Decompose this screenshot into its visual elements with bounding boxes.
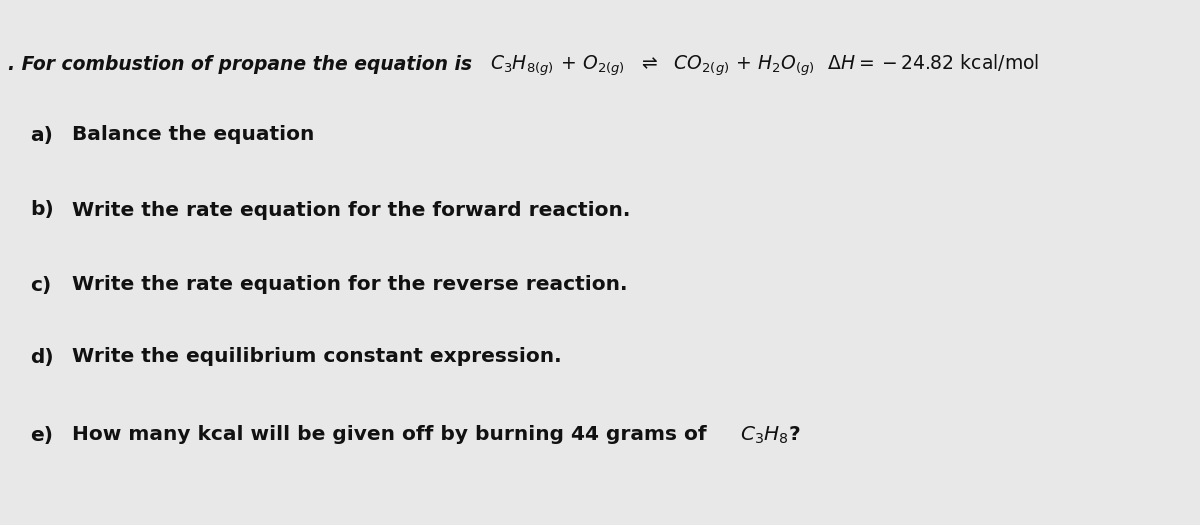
Text: Write the rate equation for the forward reaction.: Write the rate equation for the forward … — [72, 201, 630, 219]
Text: $C_3H_{8(g)}$ $+$ $O_{2(g)}$  $\rightleftharpoons$  $CO_{2(g)}$ $+$ $H_2O_{(g)}$: $C_3H_{8(g)}$ $+$ $O_{2(g)}$ $\rightleft… — [490, 52, 1039, 78]
Text: b): b) — [30, 201, 54, 219]
Text: Write the equilibrium constant expression.: Write the equilibrium constant expressio… — [72, 348, 562, 366]
Text: $C_3H_8$?: $C_3H_8$? — [740, 424, 800, 446]
Text: How many kcal will be given off by burning 44 grams of: How many kcal will be given off by burni… — [72, 425, 714, 445]
Text: a): a) — [30, 125, 53, 144]
Text: c): c) — [30, 276, 52, 295]
Text: Balance the equation: Balance the equation — [72, 125, 314, 144]
Text: d): d) — [30, 348, 54, 366]
Text: e): e) — [30, 425, 53, 445]
Text: . For combustion of propane the equation is: . For combustion of propane the equation… — [8, 56, 479, 75]
Text: Write the rate equation for the reverse reaction.: Write the rate equation for the reverse … — [72, 276, 628, 295]
